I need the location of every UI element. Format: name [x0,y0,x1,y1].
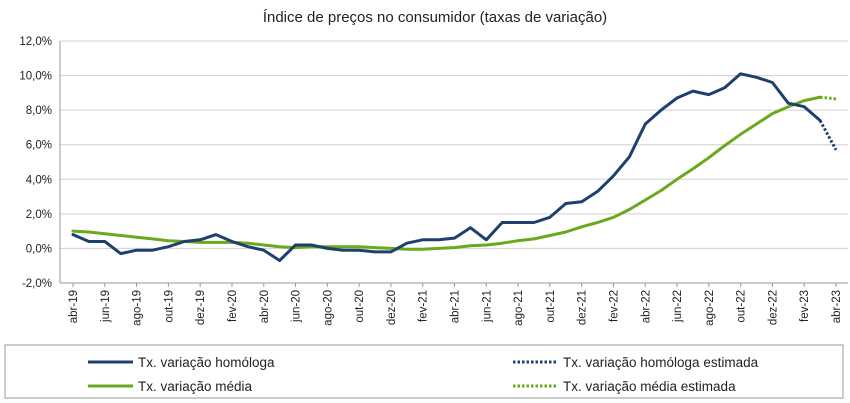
legend-label: Tx. variação média [138,379,253,394]
chart-title: Índice de preços no consumidor (taxas de… [263,9,607,26]
x-tick-label: fev-20 [227,290,239,322]
x-tick-label: abr-20 [259,290,271,323]
series-line-2 [818,119,838,151]
x-tick-label: out-19 [163,290,175,323]
x-tick-label: fev-22 [608,290,620,322]
y-tick-label: -2,0% [22,278,52,290]
y-tick-label: 10,0% [19,71,52,83]
series-line-4 [819,95,837,101]
series-line-3 [71,95,822,251]
y-tick-label: 12,0% [19,36,52,48]
legend-label: Tx. variação homóloga estimada [563,355,759,370]
x-tick-label: ago-20 [322,290,334,326]
x-tick-label: jun-19 [100,290,112,323]
x-tick-label: abr-23 [831,290,843,323]
x-tick-label: out-22 [736,290,748,323]
x-tick-label: dez-19 [195,290,207,325]
x-tick-label: abr-21 [450,290,462,323]
legend-box [4,344,844,399]
x-tick-label: dez-21 [577,290,589,325]
x-tick-label: abr-19 [68,290,80,323]
x-tick-label: fev-21 [418,290,430,322]
legend: Tx. variação homóloga Tx. variação homólo… [4,344,844,399]
x-tick-label: jun-20 [291,290,303,323]
x-tick-label: dez-20 [386,290,398,325]
x-tick-label: jun-21 [481,290,493,323]
x-tick-label: ago-22 [704,290,716,326]
x-tick-label: abr-22 [640,290,652,323]
x-tick-label: out-20 [354,290,366,323]
x-tick-label: ago-21 [513,290,525,326]
y-tick-label: 0,0% [26,243,52,255]
x-tick-label: ago-19 [132,290,144,326]
y-axis-ticks: -2,0% 0,0% 2,0% 4,0% 6,0% 8,0% 10,0% 12,0% [19,36,52,290]
y-tick-label: 4,0% [26,174,52,186]
legend-label: Tx. variação média estimada [563,379,736,394]
grid-lines [60,40,848,284]
y-tick-label: 6,0% [26,140,52,152]
series-lines [71,72,838,262]
y-tick-label: 2,0% [26,209,52,221]
x-tick-label: out-21 [545,290,557,323]
x-tick-label: jun-22 [672,290,684,323]
x-axis-ticks: abr-19 jun-19 ago-19 out-19 dez-19 fev-20 abr-… [68,283,843,326]
y-tick-label: 8,0% [26,105,52,117]
legend-label: Tx. variação homóloga [138,355,275,370]
x-tick-label: fev-23 [799,290,811,322]
series-line-1 [71,72,822,262]
x-tick-label: dez-22 [767,290,779,325]
